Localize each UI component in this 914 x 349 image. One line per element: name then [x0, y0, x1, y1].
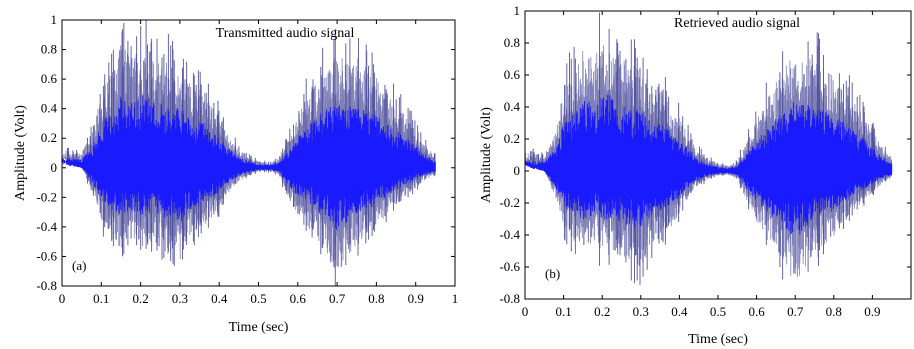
- x-tick-label: 0.2: [132, 291, 148, 306]
- y-tick-label: 0.8: [504, 35, 520, 50]
- y-tick-label: 1: [51, 12, 58, 27]
- y-tick-label: 0.8: [41, 42, 57, 57]
- y-tick-label: 0.6: [41, 71, 58, 86]
- y-axis-label: Amplitude (Volt): [479, 107, 494, 203]
- x-tick-label: 0.9: [864, 304, 880, 319]
- x-tick-label: 0.5: [250, 291, 266, 306]
- x-tick-label: 0.2: [594, 304, 610, 319]
- x-tick-label: 0.1: [555, 304, 571, 319]
- x-tick-label: 0.4: [211, 291, 228, 306]
- y-tick-label: 1: [514, 3, 521, 18]
- y-tick-label: 0.4: [41, 101, 58, 116]
- y-tick-label: -0.4: [36, 219, 57, 234]
- x-tick-label: 0.1: [93, 291, 109, 306]
- chart-title: Transmitted audio signal: [216, 26, 355, 41]
- x-axis-label: Time (sec): [229, 320, 289, 335]
- x-tick-label: 0.4: [671, 304, 688, 319]
- panel-a: 0 0.1 0.2 0.3 0.4 0.5 0.6 0.7 0.8 0.9 1 1 0.8 0.6 0.4 0…: [13, 12, 458, 335]
- x-tick-label: 0.7: [787, 304, 804, 319]
- panel-label: (b): [545, 266, 560, 281]
- x-tick-label: 1: [452, 291, 459, 306]
- y-tick-label: 0: [51, 160, 58, 175]
- y-tick-label: -0.2: [499, 195, 520, 210]
- x-tick-label: 0: [522, 304, 529, 319]
- y-tick-label: -0.6: [36, 248, 57, 263]
- axis-ticks: 0 0.1 0.2 0.3 0.4 0.5 0.6 0.7 0.8 0.9 1 0.8 0.6 0.4 0.…: [499, 3, 911, 319]
- y-tick-label: 0.2: [504, 131, 520, 146]
- y-tick-label: 0.4: [504, 99, 521, 114]
- x-tick-label: 0: [59, 291, 66, 306]
- y-tick-label: -0.8: [499, 291, 520, 306]
- x-axis-label: Time (sec): [688, 332, 748, 347]
- y-tick-label: -0.2: [36, 189, 57, 204]
- chart-title: Retrieved audio signal: [674, 16, 800, 31]
- x-tick-label: 0.9: [408, 291, 424, 306]
- x-tick-label: 0.7: [329, 291, 346, 306]
- x-tick-label: 0.3: [172, 291, 188, 306]
- y-tick-label: -0.8: [36, 278, 57, 293]
- y-tick-label: 0.2: [41, 130, 57, 145]
- x-tick-label: 0.3: [633, 304, 649, 319]
- panel-label: (a): [72, 258, 86, 273]
- y-tick-label: -0.6: [499, 259, 520, 274]
- x-tick-label: 0.8: [368, 291, 384, 306]
- y-tick-label: 0.6: [504, 67, 521, 82]
- signal-waveform: [524, 12, 893, 285]
- x-tick-label: 0.5: [710, 304, 726, 319]
- y-tick-label: -0.4: [499, 227, 520, 242]
- y-tick-label: 0: [514, 163, 521, 178]
- x-tick-label: 0.8: [826, 304, 842, 319]
- x-tick-label: 0.6: [748, 304, 765, 319]
- axis-ticks: 0 0.1 0.2 0.3 0.4 0.5 0.6 0.7 0.8 0.9 1 1 0.8 0.6 0.4 0…: [36, 12, 458, 306]
- panel-b: 0 0.1 0.2 0.3 0.4 0.5 0.6 0.7 0.8 0.9 1 0.8 0.6 0.4 0.…: [479, 3, 912, 347]
- y-axis-label: Amplitude (Volt): [13, 105, 28, 201]
- x-tick-label: 0.6: [290, 291, 307, 306]
